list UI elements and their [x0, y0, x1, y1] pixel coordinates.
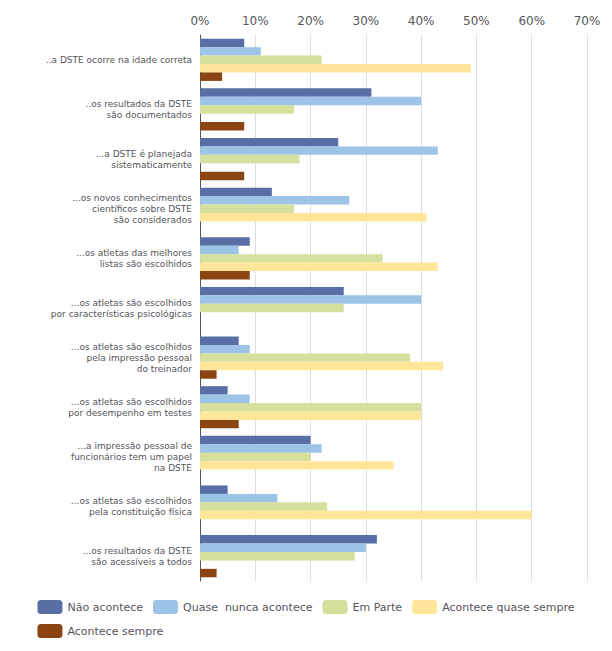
- svg-text:0%: 0%: [190, 14, 209, 28]
- svg-text:...os resultados da DSTE: ...os resultados da DSTE: [83, 546, 193, 556]
- svg-text:Acontece quase sempre: Acontece quase sempre: [442, 601, 575, 614]
- svg-text:Não acontece: Não acontece: [67, 601, 143, 614]
- svg-text:funcionários tem um papel: funcionários tem um papel: [71, 452, 192, 462]
- svg-text:...a impressão pessoal de: ...a impressão pessoal de: [78, 441, 193, 451]
- svg-text:..a DSTE ocorre na idade corre: ..a DSTE ocorre na idade correta: [46, 55, 192, 65]
- svg-text:pela constituição física: pela constituição física: [89, 507, 192, 517]
- svg-text:...os atletas são escolhidos: ...os atletas são escolhidos: [71, 342, 192, 352]
- svg-text:...os atletas são escolhidos: ...os atletas são escolhidos: [71, 397, 192, 407]
- svg-text:30%: 30%: [353, 14, 380, 28]
- svg-text:do treinador: do treinador: [137, 364, 193, 374]
- svg-text:...os novos conhecimentos: ...os novos conhecimentos: [72, 193, 192, 203]
- svg-text:por características psicológic: por características psicológicas: [51, 309, 192, 319]
- svg-text:...os atletas são escolhidos: ...os atletas são escolhidos: [71, 298, 192, 308]
- svg-text:...a DSTE é planejada: ...a DSTE é planejada: [96, 149, 192, 159]
- svg-text:Quase nunca acontece: Quase nunca acontece: [183, 601, 313, 614]
- svg-text:são considerados: são considerados: [114, 215, 193, 225]
- svg-text:listas são escolhidos: listas são escolhidos: [100, 259, 192, 269]
- svg-text:20%: 20%: [297, 14, 324, 28]
- svg-text:60%: 60%: [518, 14, 545, 28]
- svg-text:..os resultados da DSTE: ..os resultados da DSTE: [86, 99, 193, 109]
- svg-text:por desempenho em testes: por desempenho em testes: [68, 408, 192, 418]
- svg-text:Acontece sempre: Acontece sempre: [67, 625, 163, 638]
- svg-text:pela impressão pessoal: pela impressão pessoal: [86, 353, 192, 363]
- svg-text:sistematicamente: sistematicamente: [111, 160, 192, 170]
- svg-text:...os atletas são escolhidos: ...os atletas são escolhidos: [71, 496, 192, 506]
- svg-text:são documentados: são documentados: [107, 110, 193, 120]
- svg-text:científicos sobre DSTE: científicos sobre DSTE: [92, 204, 192, 214]
- svg-text:...os atletas das melhores: ...os atletas das melhores: [76, 248, 192, 258]
- svg-text:50%: 50%: [463, 14, 490, 28]
- svg-text:40%: 40%: [408, 14, 435, 28]
- svg-text:70%: 70%: [574, 14, 601, 28]
- svg-text:na DSTE: na DSTE: [154, 463, 192, 473]
- svg-text:Em Parte: Em Parte: [352, 601, 402, 614]
- svg-text:são acessíveis a todos: são acessíveis a todos: [91, 557, 192, 567]
- svg-text:10%: 10%: [242, 14, 269, 28]
